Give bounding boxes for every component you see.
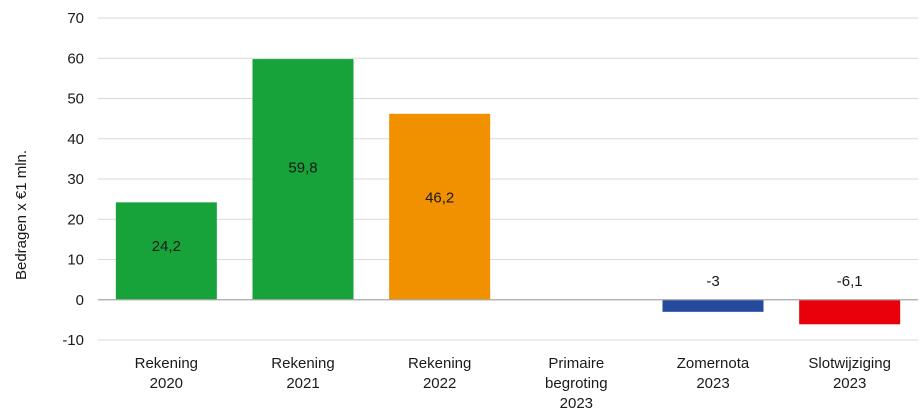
- x-category-line: 2023: [696, 375, 729, 392]
- data-label: -6,1: [837, 273, 863, 290]
- gridlines: [98, 17, 918, 341]
- x-category-label: Rekening 2020: [135, 355, 198, 392]
- x-category-line: Zomernota: [677, 355, 750, 372]
- x-category-line: 2022: [423, 375, 456, 392]
- x-category-line: 2021: [286, 375, 319, 392]
- x-category-line: begroting: [545, 375, 608, 392]
- y-tick-label: 70: [67, 10, 84, 27]
- y-tick-label: 60: [67, 50, 84, 67]
- x-category-line: Slotwijziging: [808, 355, 891, 372]
- x-category-line: Rekening: [135, 355, 198, 372]
- bar: [662, 299, 764, 312]
- bars: [115, 59, 901, 325]
- data-label: 24,2: [152, 238, 181, 255]
- data-label: -3: [706, 273, 719, 290]
- bar: [115, 202, 217, 300]
- x-category-line: 2020: [150, 375, 183, 392]
- y-tick-label: 50: [67, 91, 84, 108]
- y-tick-label: 0: [76, 292, 84, 309]
- y-tick-label: 10: [67, 252, 84, 269]
- bar: [389, 113, 491, 300]
- x-category-label: Primaire begroting 2023: [545, 355, 608, 412]
- y-tick-label: -10: [62, 332, 84, 349]
- x-category-line: 2023: [560, 395, 593, 412]
- x-category-line: Primaire: [548, 355, 604, 372]
- data-labels: 24,2 59,8 46,2 -3 -6,1: [152, 159, 863, 289]
- x-category-label: Zomernota 2023: [677, 355, 750, 392]
- x-category-label: Rekening 2022: [408, 355, 471, 392]
- bar: [799, 299, 901, 325]
- x-category-label: Rekening 2021: [271, 355, 334, 392]
- x-axis-categories: Rekening 2020 Rekening 2021 Rekening 2022 Prim…: [135, 355, 891, 412]
- data-label: 46,2: [425, 189, 454, 206]
- x-category-line: Rekening: [408, 355, 471, 372]
- y-axis-label: Bedragen x €1 mln.: [13, 150, 30, 280]
- x-category-line: Rekening: [271, 355, 334, 372]
- x-category-label: Slotwijziging 2023: [808, 355, 891, 392]
- bar: [252, 59, 354, 300]
- x-category-line: 2023: [833, 375, 866, 392]
- y-tick-label: 40: [67, 131, 84, 148]
- y-axis-ticks: -10 0 10 20 30 40 50 60 70: [62, 10, 84, 349]
- y-tick-label: 20: [67, 211, 84, 228]
- y-tick-label: 30: [67, 171, 84, 188]
- data-label: 59,8: [288, 159, 317, 176]
